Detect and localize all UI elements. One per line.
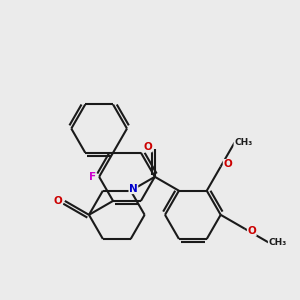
Text: N: N [129,184,138,194]
Text: CH₃: CH₃ [234,138,252,147]
Text: F: F [88,172,96,182]
Text: O: O [53,196,62,206]
Text: CH₃: CH₃ [268,238,286,247]
Text: O: O [223,160,232,170]
Text: O: O [248,226,256,236]
Text: O: O [143,142,152,152]
